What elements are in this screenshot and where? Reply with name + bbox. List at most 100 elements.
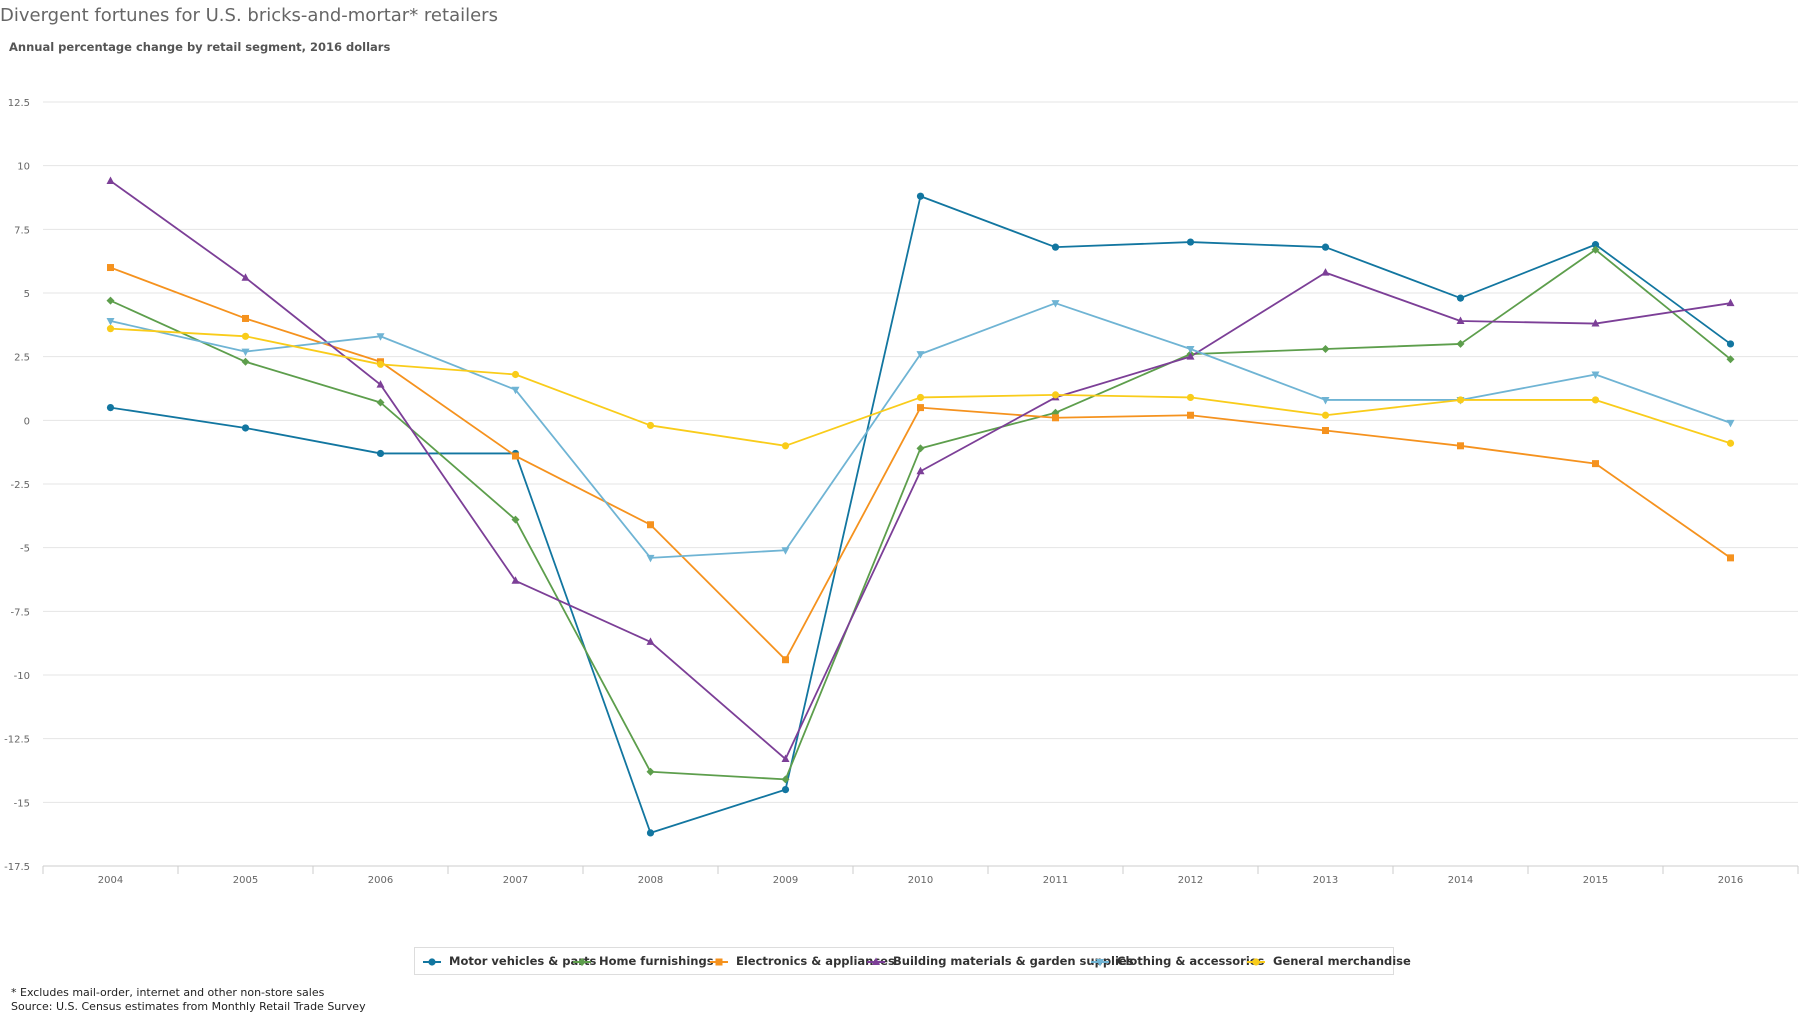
legend-label: General merchandise	[1273, 954, 1411, 968]
data-point-electronics-appliances	[1052, 414, 1059, 422]
data-point-general-merchandise	[376, 360, 385, 368]
data-point-electronics-appliances	[782, 656, 789, 664]
y-tick-label: 0	[24, 416, 30, 427]
y-tick-label: -17.5	[4, 862, 30, 873]
x-tick-label: 2016	[1718, 875, 1743, 886]
data-point-building-materials-garden-supplies	[646, 637, 655, 645]
x-tick-label: 2012	[1178, 875, 1203, 886]
x-tick-label: 2007	[503, 875, 528, 886]
legend-marker	[1252, 958, 1260, 966]
data-point-electronics-appliances	[1727, 554, 1734, 562]
x-tick-label: 2004	[98, 875, 123, 886]
data-point-motor-vehicles-parts	[916, 192, 925, 200]
data-point-motor-vehicles-parts	[1456, 294, 1465, 302]
data-point-motor-vehicles-parts	[241, 424, 250, 432]
data-point-electronics-appliances	[107, 264, 114, 272]
data-point-general-merchandise	[106, 325, 115, 333]
legend-label: Building materials & garden supplies	[893, 954, 1134, 968]
data-point-general-merchandise	[1051, 391, 1060, 399]
x-tick-label: 2014	[1448, 875, 1473, 886]
series-line-electronics-appliances	[110, 266, 1732, 661]
chart-grid	[43, 101, 1798, 867]
data-point-home-furnishings	[646, 767, 655, 776]
data-point-home-furnishings	[511, 515, 520, 524]
y-tick-label: 7.5	[14, 225, 30, 236]
data-point-motor-vehicles-parts	[1051, 243, 1060, 251]
y-tick-label: -7.5	[10, 607, 30, 618]
y-tick-label: 2.5	[14, 353, 30, 364]
data-point-building-materials-garden-supplies	[1726, 298, 1735, 307]
data-point-electronics-appliances	[1592, 460, 1599, 468]
legend-marker	[578, 958, 586, 966]
data-point-home-furnishings	[781, 775, 790, 784]
legend-marker	[1096, 959, 1104, 967]
line-chart: 12.5 10 7.5 5 2.5 0 -2.5 -5 -7.5 -10 -12.5 -15 -17.5…	[4, 98, 1799, 886]
data-point-general-merchandise	[1726, 439, 1735, 447]
data-point-motor-vehicles-parts	[376, 449, 385, 458]
data-point-general-merchandise	[1186, 393, 1195, 402]
chart-legend: Motor vehicles & parts Home furnishings El…	[414, 947, 1411, 975]
series-line-general-merchandise	[110, 327, 1731, 447]
y-tick-label: -12.5	[4, 735, 30, 746]
series-line-motor-vehicles-parts	[110, 195, 1732, 834]
data-point-building-materials-garden-supplies	[511, 576, 520, 584]
legend-marker	[715, 958, 723, 966]
data-point-building-materials-garden-supplies	[1456, 316, 1465, 325]
data-point-general-merchandise	[241, 332, 250, 340]
data-point-clothing-accessories	[916, 351, 925, 359]
data-point-motor-vehicles-parts	[1186, 238, 1195, 246]
y-tick-label: -10	[14, 671, 30, 682]
data-point-electronics-appliances	[512, 452, 519, 460]
y-axis-ticks: 12.5 10 7.5 5 2.5 0 -2.5 -5 -7.5 -10 -12.5 -15 -17.5	[4, 98, 30, 873]
data-point-electronics-appliances	[917, 404, 924, 412]
data-point-building-materials-garden-supplies	[376, 380, 385, 388]
legend-symbol	[1091, 959, 1109, 967]
data-point-general-merchandise	[1591, 396, 1600, 404]
legend-symbol	[867, 957, 885, 965]
data-point-clothing-accessories	[781, 547, 790, 555]
data-point-motor-vehicles-parts	[106, 404, 115, 412]
series-lines	[109, 180, 1732, 834]
data-point-building-materials-garden-supplies	[106, 176, 115, 184]
x-tick-label: 2015	[1583, 875, 1608, 886]
data-point-building-materials-garden-supplies	[241, 273, 250, 281]
y-tick-label: -5	[20, 544, 30, 555]
data-point-home-furnishings	[1321, 345, 1330, 354]
data-point-home-furnishings	[1726, 355, 1735, 364]
x-tick-label: 2008	[638, 875, 663, 886]
data-point-building-materials-garden-supplies	[1186, 352, 1195, 360]
legend-marker	[872, 957, 880, 965]
x-tick-label: 2010	[908, 875, 933, 886]
data-point-home-furnishings	[106, 296, 115, 305]
data-point-general-merchandise	[646, 421, 655, 430]
data-point-clothing-accessories	[106, 318, 115, 326]
x-tick-label: 2006	[368, 875, 393, 886]
data-point-general-merchandise	[511, 370, 520, 379]
data-point-electronics-appliances	[1322, 427, 1329, 435]
data-point-motor-vehicles-parts	[781, 786, 790, 794]
data-point-clothing-accessories	[241, 348, 250, 357]
legend-label: Clothing & accessories	[1117, 954, 1265, 968]
data-point-clothing-accessories	[1321, 396, 1330, 405]
legend-label: Electronics & appliances	[736, 954, 895, 968]
x-tick-label: 2011	[1043, 875, 1068, 886]
footnote-exclusion: * Excludes mail-order, internet and othe…	[11, 986, 325, 999]
chart-subtitle: Annual percentage change by retail segme…	[9, 40, 391, 54]
y-tick-label: -2.5	[10, 480, 30, 491]
y-tick-label: 12.5	[8, 98, 30, 109]
data-point-home-furnishings	[1591, 245, 1600, 254]
data-point-motor-vehicles-parts	[1726, 340, 1735, 348]
legend-symbol	[423, 958, 441, 966]
data-point-clothing-accessories	[1186, 346, 1195, 354]
data-point-building-materials-garden-supplies	[1591, 319, 1600, 327]
legend-marker	[428, 958, 436, 966]
data-point-home-furnishings	[241, 357, 250, 366]
data-point-motor-vehicles-parts	[1591, 241, 1600, 249]
data-point-electronics-appliances	[647, 521, 654, 529]
data-point-building-materials-garden-supplies	[781, 754, 790, 763]
x-tick-label: 2005	[233, 875, 258, 886]
data-point-general-merchandise	[1321, 411, 1330, 419]
data-point-motor-vehicles-parts	[646, 829, 655, 837]
legend-label: Motor vehicles & parts	[449, 954, 597, 968]
data-point-clothing-accessories	[1051, 300, 1060, 308]
